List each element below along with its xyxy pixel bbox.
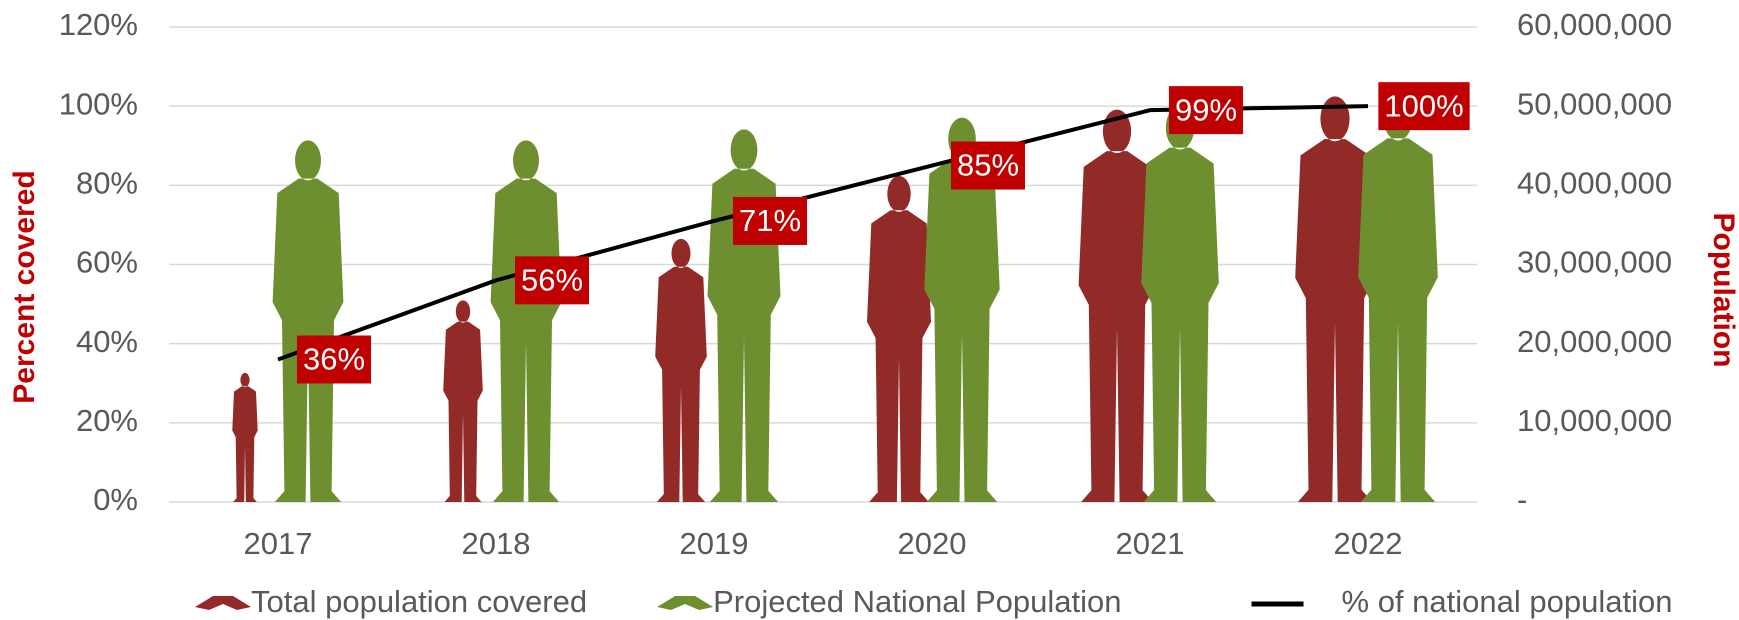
y-tick-label: 100% — [59, 86, 138, 121]
x-tick-label: 2021 — [1116, 526, 1185, 561]
person-bar — [490, 140, 562, 502]
data-label: 56% — [521, 263, 583, 298]
y-tick-label: 60% — [76, 245, 138, 280]
person-bar — [443, 300, 483, 502]
data-label-box — [296, 335, 372, 384]
person-bar — [867, 175, 931, 502]
data-label-box — [732, 196, 808, 245]
y-tick-label: 0% — [93, 482, 138, 517]
data-label-box — [950, 141, 1026, 190]
legend-label: Projected National Population — [713, 584, 1121, 619]
data-label: 99% — [1175, 92, 1237, 127]
data-label: 71% — [739, 203, 801, 238]
data-label: 85% — [957, 148, 1019, 183]
data-label-box — [1378, 82, 1470, 131]
x-tick-label: 2018 — [462, 526, 531, 561]
y-tick-label: 120% — [59, 7, 138, 42]
y2-tick-label: 40,000,000 — [1517, 166, 1672, 201]
person-bar — [232, 372, 258, 502]
y-axis-title: Percent covered — [8, 170, 41, 403]
data-label-box — [1168, 86, 1244, 135]
person-bar — [655, 238, 707, 502]
x-tick-label: 2020 — [898, 526, 967, 561]
legend-label: Total population covered — [251, 584, 587, 619]
person-bar — [1295, 96, 1375, 503]
y-tick-label: 80% — [76, 166, 138, 201]
person-bar — [707, 129, 781, 502]
y2-tick-label: 60,000,000 — [1517, 7, 1672, 42]
legend-label: % of national population — [1342, 584, 1673, 619]
y2-tick-label: 10,000,000 — [1517, 403, 1672, 438]
y-tick-label: 40% — [76, 324, 138, 359]
y2-tick-label: - — [1517, 482, 1527, 517]
data-label: 36% — [303, 342, 365, 377]
y2-tick-label: 50,000,000 — [1517, 86, 1672, 121]
legend-swatch — [657, 596, 714, 610]
person-bar — [1141, 105, 1219, 503]
x-tick-label: 2022 — [1334, 526, 1403, 561]
data-label: 100% — [1384, 88, 1463, 123]
y-tick-label: 20% — [76, 403, 138, 438]
data-label-box — [514, 256, 590, 305]
y2-tick-label: 20,000,000 — [1517, 324, 1672, 359]
x-tick-label: 2017 — [244, 526, 313, 561]
person-bar — [272, 140, 344, 502]
x-tick-label: 2019 — [680, 526, 749, 561]
y2-tick-label: 30,000,000 — [1517, 245, 1672, 280]
person-bar — [924, 117, 1000, 502]
y2-axis-title: Population — [1707, 213, 1739, 368]
person-bar — [1078, 109, 1156, 502]
person-bar — [1358, 95, 1438, 502]
legend-swatch — [195, 596, 251, 610]
